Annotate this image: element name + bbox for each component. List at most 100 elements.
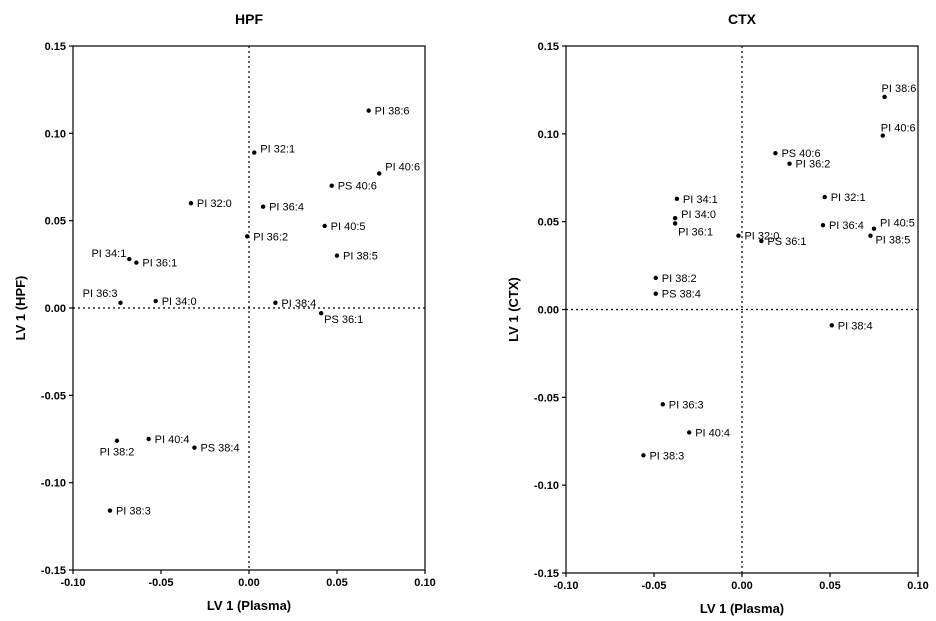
hpf-x-tick-label: 0.10	[414, 577, 435, 589]
ctx-data-point	[641, 453, 646, 458]
ctx-data-point	[653, 275, 658, 281]
ctx-y-tick-label: 0.10	[538, 129, 559, 141]
ctx-data-label: PI 40:5	[880, 218, 915, 230]
ctx-data-point	[882, 94, 887, 100]
hpf-data-label: PI 40:5	[331, 221, 366, 233]
hpf-x-tick-label: 0.05	[326, 577, 347, 589]
hpf-data-label: PI 36:3	[83, 288, 118, 300]
hpf-data-point	[107, 508, 113, 513]
ctx-data-point	[787, 161, 792, 166]
hpf-data-point	[192, 445, 197, 450]
hpf-data-label: PI 40:4	[155, 434, 190, 446]
hpf-data-point	[118, 300, 123, 305]
ctx-data-label: PI 36:3	[669, 399, 704, 411]
hpf-data-point	[252, 150, 257, 155]
hpf-y-tick-label: 0.00	[45, 303, 66, 315]
hpf-data-point	[329, 183, 334, 188]
ctx-chart-title: CTX	[728, 11, 757, 27]
ctx-x-axis-label: LV 1 (Plasma)	[700, 601, 784, 616]
hpf-x-tick-label: 0.00	[238, 577, 259, 589]
ctx-data-label: PI 40:6	[881, 123, 916, 135]
ctx-data-label: PI 36:4	[829, 220, 864, 232]
ctx-data-point	[653, 291, 658, 296]
hpf-data-label: PI 34:1	[91, 248, 126, 260]
ctx-y-tick-label: -0.05	[534, 392, 559, 404]
ctx-data-point	[672, 215, 678, 221]
hpf-data-point	[153, 298, 158, 304]
hpf-data-label: PI 40:6	[385, 162, 420, 174]
hpf-y-tick-label: 0.10	[45, 128, 66, 140]
ctx-data-point	[820, 222, 826, 228]
hpf-y-tick-label: 0.15	[45, 41, 66, 53]
ctx-data-label: PI 40:4	[695, 427, 730, 439]
hpf-data-label: PS 36:1	[324, 314, 363, 326]
ctx-data-label: PI 32:1	[831, 192, 866, 204]
hpf-data-point	[366, 108, 371, 113]
ctx-y-axis-label: LV 1 (CTX)	[506, 277, 521, 342]
ctx-data-point	[880, 133, 885, 138]
hpf-data-label: PI 38:3	[116, 506, 151, 518]
hpf-data-point	[245, 234, 250, 239]
hpf-y-tick-label: -0.15	[41, 565, 66, 577]
ctx-data-point	[822, 194, 827, 200]
ctx-x-tick-label: -0.05	[641, 580, 666, 592]
ctx-data-point	[773, 150, 778, 156]
ctx-data-label: PI 32:0	[744, 231, 779, 243]
hpf-data-label: PS 38:4	[200, 443, 239, 455]
ctx-y-tick-label: 0.15	[538, 41, 559, 53]
hpf-x-tick-label: -0.10	[60, 577, 85, 589]
hpf-data-point	[318, 311, 324, 316]
ctx-data-point	[687, 430, 692, 435]
ctx-x-tick-label: -0.10	[553, 580, 578, 592]
ctx-data-label: PI 38:4	[838, 320, 873, 332]
hpf-data-point	[334, 253, 340, 258]
hpf-data-label: PI 32:0	[197, 198, 232, 210]
hpf-data-label: PI 34:0	[162, 296, 197, 308]
ctx-data-label: PI 38:3	[649, 450, 684, 462]
ctx-data-label: PI 38:2	[662, 273, 697, 285]
ctx-data-label: PI 34:1	[683, 194, 718, 206]
ctx-data-point	[871, 226, 877, 231]
ctx-data-point	[736, 233, 741, 238]
hpf-data-point	[260, 204, 266, 209]
ctx-data-label: PS 40:6	[781, 148, 820, 160]
hpf-data-point	[127, 256, 132, 262]
hpf-data-point	[322, 223, 327, 229]
hpf-x-tick-label: -0.05	[148, 577, 173, 589]
hpf-data-label: PI 38:4	[281, 298, 316, 310]
ctx-data-label: PS 36:1	[767, 236, 806, 248]
hpf-data-label: PI 36:4	[269, 202, 304, 214]
ctx-data-point	[868, 233, 873, 238]
hpf-data-label: PI 38:5	[343, 251, 378, 263]
ctx-data-label: PI 36:1	[678, 226, 713, 238]
hpf-data-point	[134, 260, 139, 265]
hpf-y-axis-label: LV 1 (HPF)	[13, 276, 28, 341]
ctx-data-label: PI 36:2	[796, 159, 831, 171]
hpf-data-point	[273, 300, 278, 305]
ctx-y-tick-label: 0.05	[538, 217, 559, 229]
hpf-data-label: PI 36:2	[253, 231, 288, 243]
hpf-chart-title: HPF	[235, 11, 263, 27]
hpf-data-point	[188, 201, 194, 206]
ctx-data-point	[759, 238, 764, 244]
ctx-data-label: PI 38:6	[882, 83, 917, 95]
ctx-data-label: PI 38:5	[875, 235, 910, 247]
ctx-x-tick-label: 0.10	[907, 580, 928, 592]
hpf-data-label: PI 32:1	[260, 144, 295, 156]
hpf-x-axis-label: LV 1 (Plasma)	[207, 598, 291, 613]
ctx-y-tick-label: -0.10	[534, 480, 559, 492]
ctx-data-point	[660, 402, 665, 407]
hpf-data-label: PS 40:6	[338, 181, 377, 193]
hpf-y-tick-label: 0.05	[45, 216, 66, 228]
hpf-y-tick-label: -0.10	[41, 478, 66, 490]
hpf-data-label: PI 38:6	[375, 106, 410, 118]
hpf-data-point	[114, 438, 120, 443]
hpf-data-point	[146, 436, 151, 442]
hpf-data-label: PI 36:1	[142, 258, 177, 270]
ctx-data-label: PS 38:4	[662, 289, 701, 301]
ctx-x-tick-label: 0.05	[819, 580, 840, 592]
ctx-data-point	[674, 196, 680, 202]
ctx-data-point	[672, 221, 678, 226]
ctx-y-tick-label: 0.00	[538, 305, 559, 317]
